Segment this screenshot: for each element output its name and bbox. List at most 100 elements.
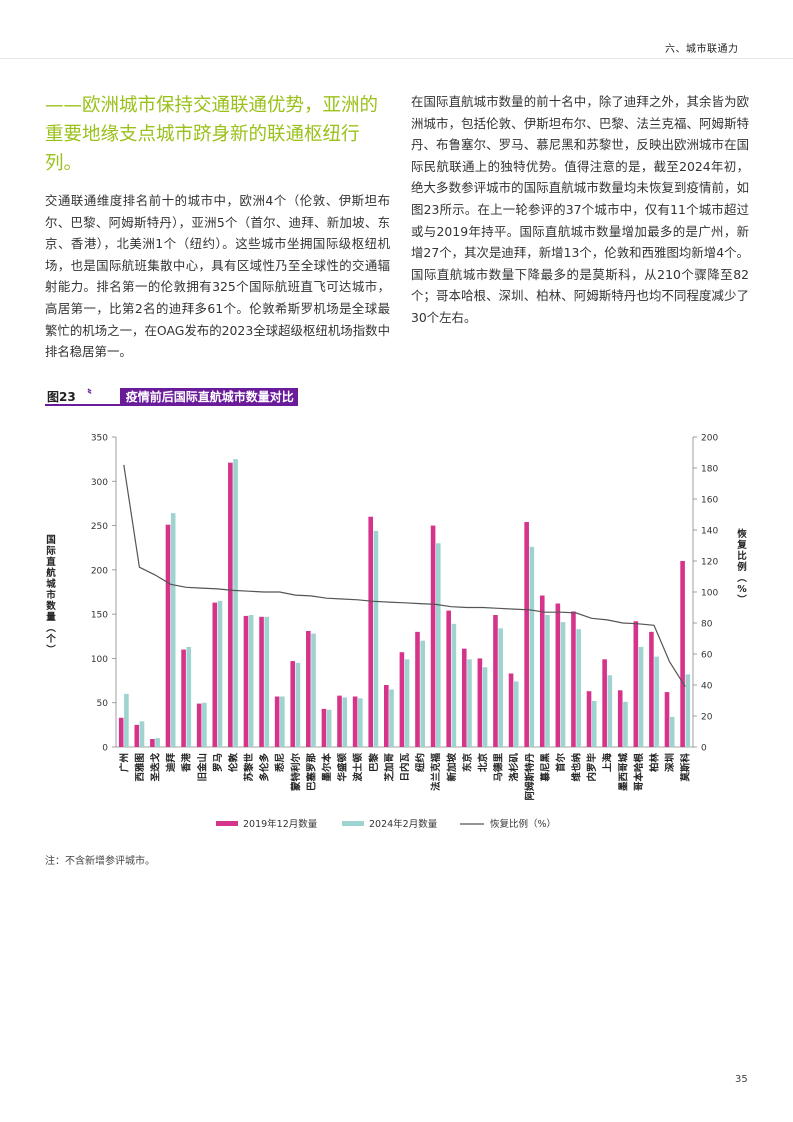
x-tick-label: 波士顿 [352,753,364,782]
x-tick-label: 墨尔本 [321,753,333,782]
x-tick-label: 东京 [461,753,473,773]
bar-2019 [384,685,389,747]
x-tick-label: 北京 [477,753,489,773]
x-tick-label: 洛杉矶 [508,753,520,782]
bar-2019 [680,561,685,747]
bar-2019 [555,603,561,747]
bar-2019 [290,661,296,747]
bar-2024 [202,702,207,747]
y-right-tick-label: 120 [701,558,718,568]
bar-2024 [311,633,316,747]
x-tick-label: 慕尼黑 [539,753,551,783]
x-tick-label: 上海 [602,753,614,773]
bar-2019 [118,717,124,747]
x-tick-label: 马德里 [493,753,505,782]
bar-2019 [461,648,467,747]
x-tick-label: 墨西哥城 [617,753,629,792]
y-right-tick-label: 20 [701,713,713,723]
y-right-tick-label: 60 [701,651,713,661]
section-tag: 六、城市联通力 [665,44,739,55]
bar-2024 [358,698,363,747]
bar-2019 [228,462,233,747]
y-right-tick-label: 140 [701,527,718,537]
x-tick-label: 巴塞罗那 [305,753,317,792]
bar-2024 [669,716,675,747]
bar-2024 [155,738,160,747]
x-tick-label: 巴黎 [368,753,380,773]
bar-2019 [181,649,186,747]
chart: 0 50 100 150 200 250 300 350 0 20 40 60 80 100 120 140 1… [45,434,747,831]
header-rule [0,58,793,59]
x-tick-label: 芝加哥 [383,753,395,782]
bar-2024 [139,721,145,747]
bar-2024 [217,600,223,747]
x-tick-label: 多伦多 [259,753,271,782]
bar-2019 [571,611,576,747]
bar-2019 [664,692,670,747]
y-left-tick-label: 50 [97,699,109,709]
bar-2019 [539,595,545,747]
y-right-tick-label: 0 [701,744,707,754]
bar-2019 [446,610,451,747]
bar-2024 [545,615,550,747]
bar-2024 [529,546,535,747]
bar-2024 [342,697,348,747]
y-left-tick-label: 100 [91,655,108,665]
headline: ——欧洲城市保持交通联通优势，亚洲的重要地缘支点城市跻身新的联通枢纽行列。 [45,95,379,174]
y-right-tick-label: 200 [701,434,718,444]
y-right-tick-label: 40 [701,682,713,692]
bar-2024 [638,646,644,747]
x-tick-label: 圣迭戈 [149,753,161,783]
x-tick-label: 首尔 [555,753,567,773]
paragraph-left: 交通联通维度排名前十的城市中，欧洲4个（伦敦、伊斯坦布尔、巴黎、阿姆斯特丹），亚… [45,193,390,360]
bar-2024 [186,646,192,747]
bar-2024 [248,615,254,747]
bar-2019 [415,631,420,747]
bar-2019 [259,616,264,747]
bar-2019 [633,621,639,747]
figure-title: 疫情前后国际直航城市数量对比 [119,388,298,406]
bar-2024 [607,675,613,747]
bar-2019 [274,696,280,747]
x-tick-label: 迪拜 [165,753,177,773]
bar-2019 [508,673,514,747]
legend-label-2019: 2019年12月数量 [243,818,318,830]
x-tick-label: 日内瓦 [399,753,411,782]
bar-2019 [212,602,218,747]
bar-2019 [306,630,311,747]
bar-2024 [560,622,566,747]
x-tick-label: 阿姆斯特丹 [524,753,536,801]
bar-2024 [389,689,394,747]
legend-swatch-2024 [342,821,364,826]
bar-2019 [399,652,405,747]
x-tick-label: 莫斯科 [680,753,692,783]
bar-2024 [467,659,472,747]
legend-label-2024: 2024年2月数量 [369,818,438,830]
bar-2019 [368,516,374,747]
bar-2019 [524,522,529,747]
y-axis-right-title: 恢复比例︵% ︶ [736,528,747,606]
y-left-tick-label: 150 [91,611,108,621]
y-left-tick-label: 200 [91,566,108,576]
x-tick-label: 蒙特利尔 [290,753,302,792]
bar-2019 [493,615,498,747]
y-right-tick-label: 80 [701,620,713,630]
x-tick-label: 哥本哈根 [633,753,645,792]
x-tick-label: 深圳 [664,753,676,772]
bar-2024 [576,629,581,747]
bar-2024 [280,696,285,747]
y-axis-left-title: 国际直航城市数量︵个︶ [45,535,56,656]
bar-2024 [124,693,129,747]
x-tick-label: 新加坡 [446,753,458,782]
bar-2024 [623,701,628,747]
y-left-tick-label: 250 [91,522,108,532]
y-right-tick-label: 100 [701,589,718,599]
x-tick-label: 伦敦 [227,753,239,773]
bar-2024 [654,656,659,747]
page-number: 35 [735,1074,748,1085]
bar-2024 [513,681,519,747]
footnote: 注：不含新增参评城市。 [45,856,155,867]
bar-2024 [170,513,176,747]
bar-2024 [264,616,270,747]
x-tick-label: 纽约 [415,753,427,772]
